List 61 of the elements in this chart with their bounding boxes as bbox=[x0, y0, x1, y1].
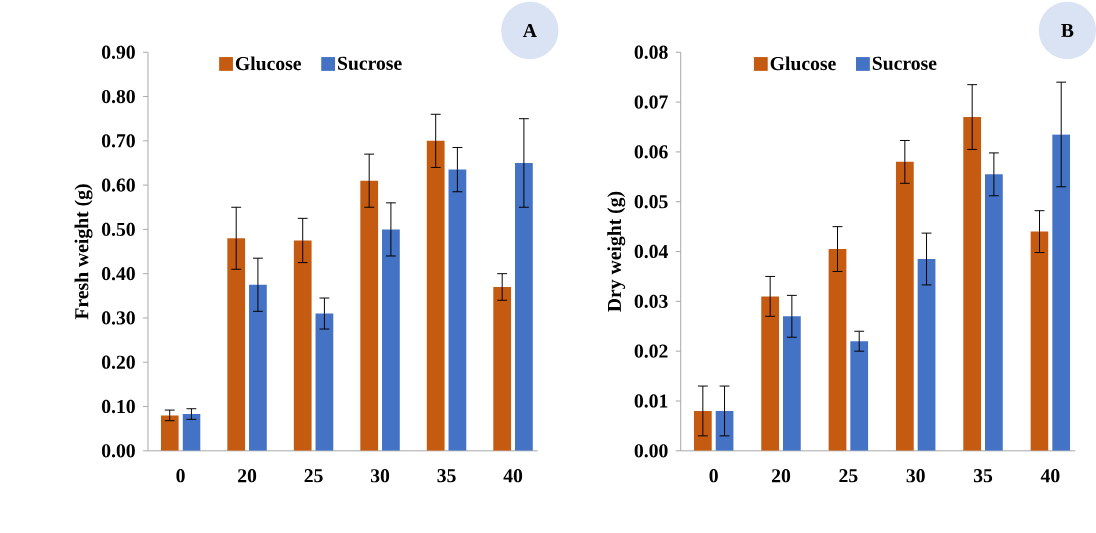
bar bbox=[963, 117, 982, 451]
x-tick-label: 40 bbox=[503, 469, 523, 483]
y-axis-title: Dry weight (g) bbox=[607, 191, 626, 312]
bar bbox=[493, 287, 512, 451]
x-tick-label: 20 bbox=[772, 469, 791, 483]
x-tick-label: 0 bbox=[709, 469, 718, 483]
y-tick-label: 0.40 bbox=[101, 267, 135, 281]
y-axis-title: Fresh weight (g) bbox=[74, 184, 93, 320]
bar bbox=[850, 341, 869, 451]
y-tick-label: 0.30 bbox=[101, 311, 135, 325]
bar bbox=[426, 141, 445, 451]
bar bbox=[895, 162, 914, 451]
bar bbox=[1052, 134, 1071, 451]
y-tick-label: 0.00 bbox=[634, 444, 668, 458]
bar bbox=[293, 240, 312, 451]
legend-label: Glucose bbox=[770, 56, 836, 71]
y-tick-label: 0.60 bbox=[101, 178, 135, 192]
y-tick-label: 0.01 bbox=[634, 394, 668, 408]
bar bbox=[515, 163, 533, 451]
y-tick-label: 0.90 bbox=[101, 45, 135, 60]
y-tick-label: 0.70 bbox=[101, 134, 135, 148]
x-tick-label: 40 bbox=[1040, 469, 1060, 483]
x-tick-label: 35 bbox=[973, 469, 993, 483]
x-tick-label: 0 bbox=[176, 469, 185, 483]
y-tick-label: 0.00 bbox=[101, 444, 135, 458]
legend-label: Sucrose bbox=[872, 56, 937, 71]
chart-title: A bbox=[522, 24, 537, 38]
bar bbox=[917, 259, 936, 451]
bar bbox=[182, 414, 201, 451]
x-tick-label: 35 bbox=[437, 469, 456, 483]
bar bbox=[782, 316, 801, 451]
bar bbox=[160, 415, 179, 451]
bar bbox=[382, 229, 400, 451]
x-tick-label: 25 bbox=[839, 469, 858, 483]
y-tick-label: 0.02 bbox=[634, 344, 668, 359]
y-tick-label: 0.03 bbox=[634, 294, 668, 309]
legend-label: Sucrose bbox=[338, 56, 402, 71]
x-tick-label: 20 bbox=[238, 469, 257, 483]
legend-label: Glucose bbox=[235, 56, 302, 71]
bar bbox=[828, 249, 847, 451]
chart-title: B bbox=[1061, 24, 1074, 38]
bar bbox=[360, 180, 379, 451]
bar bbox=[315, 313, 334, 451]
y-tick-label: 0.04 bbox=[634, 245, 668, 259]
x-tick-label: 30 bbox=[906, 469, 925, 483]
y-tick-label: 0.06 bbox=[634, 145, 668, 159]
bar bbox=[448, 169, 467, 451]
bar bbox=[985, 174, 1003, 451]
y-tick-label: 0.10 bbox=[101, 400, 135, 414]
y-tick-label: 0.20 bbox=[101, 355, 135, 370]
bar bbox=[249, 284, 267, 451]
bar bbox=[1030, 231, 1049, 451]
y-tick-label: 0.07 bbox=[634, 95, 668, 109]
bar bbox=[227, 238, 246, 451]
y-tick-label: 0.80 bbox=[101, 90, 135, 104]
y-tick-label: 0.05 bbox=[634, 195, 668, 209]
y-tick-label: 0.50 bbox=[101, 222, 135, 237]
x-tick-label: 30 bbox=[370, 469, 390, 483]
bar bbox=[761, 296, 780, 451]
x-tick-label: 25 bbox=[304, 469, 323, 483]
y-tick-label: 0.08 bbox=[634, 45, 668, 60]
